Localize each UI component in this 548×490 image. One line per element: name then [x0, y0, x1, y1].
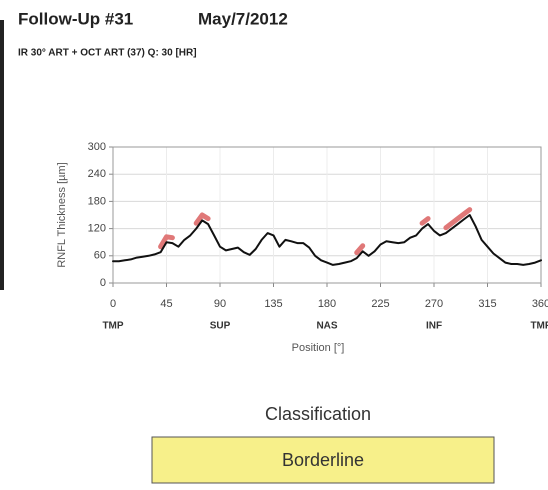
x-tick-label: 225: [371, 298, 389, 310]
x-tick-label: 135: [264, 298, 282, 310]
y-tick-label: 120: [88, 223, 106, 235]
sector-label: TMP: [530, 321, 548, 332]
date: May/7/2012: [198, 9, 288, 28]
title: Follow-Up #31: [18, 9, 133, 28]
series-line: [112, 214, 542, 266]
plot-frame: [112, 146, 542, 284]
y-tick-label: 300: [88, 141, 106, 153]
x-tick-label: 270: [425, 298, 443, 310]
x-tick-label: 0: [110, 298, 116, 310]
y-tick-label: 0: [100, 277, 106, 289]
x-tick-label: 90: [214, 298, 226, 310]
sector-label: INF: [426, 321, 442, 332]
y-axis-label: RNFL Thickness [µm]: [56, 162, 68, 267]
classification-box: [151, 436, 495, 484]
y-tick-label: 60: [94, 250, 106, 262]
y-tick-label: 180: [88, 195, 106, 207]
sector-label: SUP: [210, 321, 231, 332]
x-tick-label: 45: [160, 298, 172, 310]
subtitle: IR 30° ART + OCT ART (37) Q: 30 [HR]: [18, 48, 197, 59]
series-line: [158, 207, 473, 256]
y-tick-label: 240: [88, 168, 106, 180]
x-tick-label: 180: [318, 298, 336, 310]
classification-value: Borderline: [282, 450, 364, 470]
x-axis-label: Position [°]: [292, 342, 345, 354]
edge-strip: [0, 20, 4, 290]
x-tick-label: 360: [532, 298, 548, 310]
sector-label: TMP: [102, 321, 123, 332]
sector-label: NAS: [316, 321, 337, 332]
classification-label: Classification: [265, 404, 371, 424]
x-tick-label: 315: [478, 298, 496, 310]
